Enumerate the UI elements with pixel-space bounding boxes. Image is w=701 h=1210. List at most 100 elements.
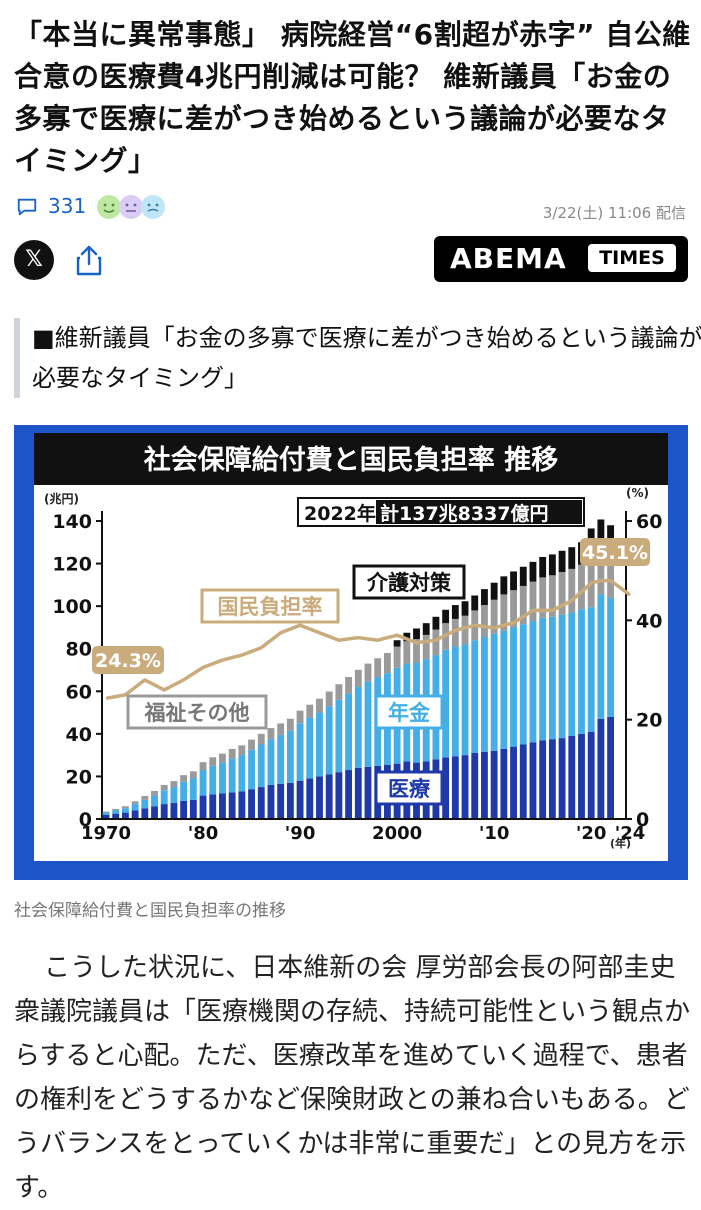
publisher-logo[interactable]: ABEMA TIMES (434, 236, 688, 282)
bar-segment (432, 616, 440, 630)
bar-segment (189, 771, 197, 779)
bar-segment (335, 699, 343, 773)
bar-segment (578, 564, 585, 610)
bar-segment (286, 782, 294, 819)
bar-segment (510, 571, 517, 591)
bar-segment (500, 576, 508, 595)
bar-segment (481, 751, 488, 819)
bar-segment (451, 646, 459, 757)
iryo-series-label: 医療 (388, 777, 431, 801)
bar-segment (180, 781, 188, 801)
bar-segment (316, 712, 323, 777)
bar-segment (519, 585, 527, 625)
x-tick-label: 1970 (81, 823, 131, 844)
bar-segment (451, 605, 459, 619)
reaction-faces[interactable] (96, 192, 176, 222)
bar-segment (219, 793, 226, 819)
bar-segment (180, 800, 188, 819)
bar-segment (403, 641, 411, 664)
bar-segment (248, 789, 255, 819)
bar-segment (170, 781, 178, 788)
kaigo-series-box (352, 564, 466, 600)
x-tick-label: '20 (576, 823, 607, 844)
bar-segment (112, 808, 120, 811)
bar-segment (354, 767, 362, 819)
bar-segment (238, 755, 246, 792)
bar-segment (422, 634, 430, 660)
bar-segment (364, 681, 372, 767)
bar-segment (131, 810, 139, 819)
ratio-series-label: 国民負担率 (218, 595, 323, 619)
bar-segment (597, 594, 605, 719)
bar-segment (296, 710, 304, 724)
bar-segment (306, 704, 314, 718)
bar-segment (471, 595, 479, 611)
bar-segment (490, 582, 498, 600)
fukushi-series-label: 福祉その他 (144, 701, 250, 725)
bar-segment (529, 621, 537, 743)
bar-segment (228, 758, 236, 793)
x-tick-label: '10 (479, 823, 510, 844)
bar-segment (403, 632, 411, 642)
bar-segment (325, 706, 333, 775)
bar-segment (558, 614, 566, 739)
article-body: こうした状況に、日本維新の会 厚労部会長の阿部圭史衆議院議員は「医療機関の存続、… (14, 953, 691, 1203)
y2-unit-label: (%) (626, 486, 649, 500)
bar-segment (587, 607, 595, 732)
bar-segment (354, 687, 362, 768)
article-meta: 331 3/22(土) 11:06 配信 (16, 192, 688, 226)
ratio-1970-badge (92, 646, 164, 674)
bar-segment (102, 811, 110, 813)
bar-segment (481, 589, 488, 606)
bar-segment (500, 594, 508, 631)
comment-icon[interactable] (16, 196, 38, 218)
share-icon[interactable] (74, 244, 104, 276)
bar-segment (335, 684, 343, 700)
bar-segment (121, 806, 129, 809)
share-row: 𝕏 ABEMA TIMES (14, 236, 688, 284)
kaigo-series-label: 介護対策 (366, 571, 452, 595)
bar-segment (151, 795, 158, 807)
bar-segment (257, 744, 265, 788)
bar-segment (568, 735, 576, 819)
comment-count[interactable]: 331 (48, 194, 87, 218)
article-headline: 「本当に異常事態」 病院経営“6割超が赤字” 自公維合意の医療費4兆円削減は可能… (14, 18, 691, 177)
bar-segment (364, 766, 372, 819)
bar-segment (151, 790, 158, 796)
nenkin-series-box (374, 694, 444, 730)
bar-segment (345, 770, 353, 819)
bar-segment (238, 745, 246, 756)
bar-segment (500, 748, 508, 819)
bar-segment (597, 543, 605, 595)
y-tick-label: 0 (79, 809, 92, 831)
chart-image[interactable]: 社会保障給付費と国民負担率 推移 0 20 40 60 80 100 120 140 0 20 4… (14, 425, 688, 880)
bar-segment (539, 577, 547, 618)
bar-segment (277, 723, 285, 735)
publisher-name: ABEMA (450, 242, 567, 275)
bar-segment (141, 796, 149, 800)
bar-segment (422, 623, 430, 635)
bar-segment (180, 775, 188, 782)
y-tick-label: 100 (52, 596, 92, 618)
y-tick-label: 60 (66, 681, 92, 703)
bar-segment (199, 795, 207, 819)
bar-segment (199, 770, 207, 796)
bar-segment (219, 762, 226, 794)
bar-segment (432, 629, 440, 656)
bar-segment (597, 718, 605, 819)
x-share-button[interactable]: 𝕏 (14, 240, 54, 280)
bar-segment (277, 783, 285, 819)
y-tick-label: 20 (66, 766, 92, 788)
chart-title: 社会保障給付費と国民負担率 推移 (144, 444, 558, 476)
ratio-line-series (105, 578, 632, 701)
bar-segment (461, 755, 469, 819)
bar-segment (607, 597, 615, 717)
bar-segment (209, 765, 217, 795)
bar-segment (607, 550, 615, 598)
x-tick-label: '90 (285, 823, 316, 844)
bar-segment (558, 738, 566, 819)
x-tick-label: '80 (188, 823, 219, 844)
neutral-face-icon (119, 195, 143, 219)
bar-segment (296, 723, 304, 781)
bar-segment (568, 568, 576, 613)
